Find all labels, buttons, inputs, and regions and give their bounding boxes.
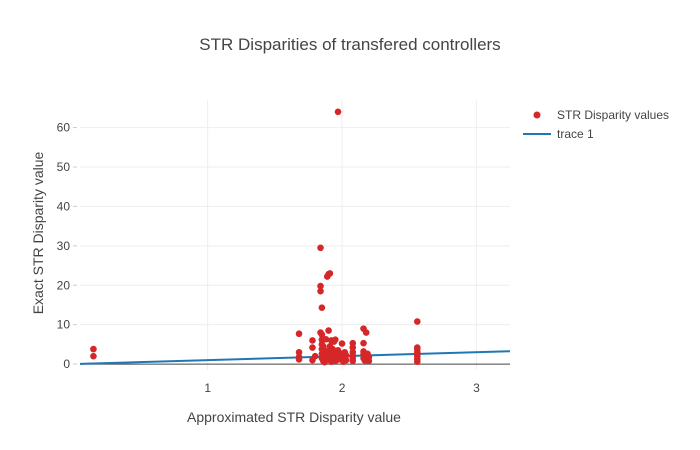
legend-marker-swatch: [533, 111, 541, 119]
data-point[interactable]: [318, 304, 326, 312]
data-point[interactable]: [90, 345, 97, 353]
data-point[interactable]: [295, 348, 303, 356]
data-point[interactable]: [362, 329, 370, 336]
y-tick-label: 0: [63, 357, 70, 371]
data-point[interactable]: [317, 287, 324, 295]
scatter-points: [90, 108, 421, 366]
data-point[interactable]: [326, 270, 334, 277]
trace-1-line: [79, 350, 511, 365]
y-tick-label: 30: [57, 239, 71, 253]
y-tick-label: 10: [57, 318, 71, 332]
data-point[interactable]: [317, 282, 324, 290]
y-axis-title: Exact STR Disparity value: [30, 151, 46, 314]
data-point[interactable]: [317, 244, 324, 252]
legend-label-line: trace 1: [557, 127, 594, 141]
data-point[interactable]: [332, 336, 339, 343]
data-point[interactable]: [90, 352, 97, 360]
y-tick-label: 50: [57, 160, 71, 174]
data-point[interactable]: [318, 331, 326, 338]
data-point[interactable]: [342, 352, 350, 359]
data-point[interactable]: [295, 356, 303, 363]
trace-1-layer: [79, 350, 511, 365]
legend-label-markers: STR Disparity values: [557, 108, 669, 122]
legend-item-line[interactable]: trace 1: [523, 127, 594, 141]
y-tick-label: 20: [57, 278, 71, 292]
chart-title: STR Disparities of transfered controller…: [199, 35, 500, 54]
data-point[interactable]: [309, 344, 316, 351]
data-point[interactable]: [309, 337, 316, 344]
data-point[interactable]: [295, 330, 303, 338]
data-point[interactable]: [342, 356, 350, 364]
x-axis-title: Approximated STR Disparity value: [187, 409, 401, 425]
data-point[interactable]: [334, 108, 342, 116]
y-tick-label: 40: [57, 199, 71, 213]
legend-item-markers[interactable]: STR Disparity values: [533, 108, 670, 122]
legend[interactable]: STR Disparity values trace 1: [523, 108, 669, 141]
data-point[interactable]: [349, 357, 357, 365]
data-point[interactable]: [325, 327, 332, 334]
x-axis: 1 2 3: [204, 381, 480, 395]
data-point[interactable]: [349, 344, 357, 351]
data-point[interactable]: [365, 357, 373, 365]
y-tick-label: 60: [57, 121, 71, 135]
data-point[interactable]: [322, 335, 330, 343]
data-point[interactable]: [338, 340, 346, 347]
data-point[interactable]: [413, 358, 421, 366]
y-axis: 0 10 20 30 40 50 60: [57, 121, 77, 371]
data-point[interactable]: [360, 339, 367, 347]
x-tick-label: 2: [339, 381, 346, 395]
x-tick-label: 3: [473, 381, 480, 395]
x-tick-label: 1: [204, 381, 211, 395]
data-point[interactable]: [311, 352, 319, 360]
data-point[interactable]: [413, 318, 421, 325]
grid: [80, 100, 510, 370]
